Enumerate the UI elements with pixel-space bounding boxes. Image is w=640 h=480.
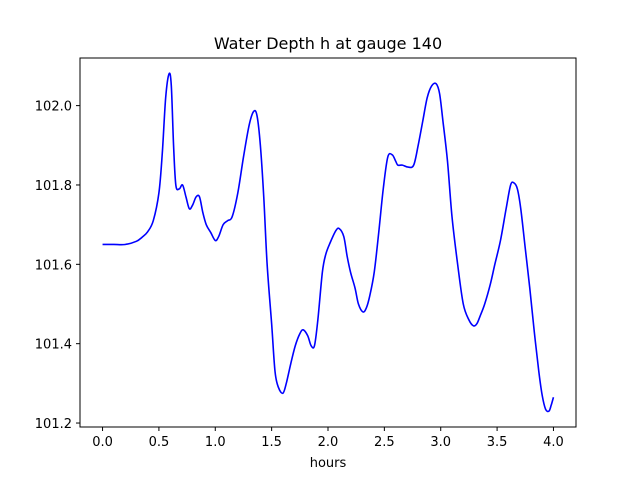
x-tick-label: 0.0 [92, 435, 113, 450]
y-tick-label: 101.4 [35, 338, 72, 353]
x-axis-label: hours [310, 456, 347, 471]
x-tick-label: 3.5 [487, 435, 508, 450]
y-tick-label: 101.6 [35, 258, 72, 273]
y-tick-label: 101.8 [35, 179, 72, 194]
x-tick-label: 2.0 [318, 435, 339, 450]
x-tick-label: 1.0 [205, 435, 226, 450]
x-tick-label: 1.5 [261, 435, 282, 450]
y-axis: 101.2 101.4 101.6 101.8 102.0 [35, 100, 80, 432]
y-tick-label: 102.0 [35, 100, 72, 115]
series-line [102, 72, 555, 413]
x-tick-label: 3.0 [430, 435, 451, 450]
series-layer [102, 72, 555, 413]
plot-area-frame [79, 57, 577, 428]
x-tick-label: 0.5 [149, 435, 170, 450]
x-tick-label: 2.5 [374, 435, 395, 450]
x-axis: 0.0 0.5 1.0 1.5 2.0 2.5 3.0 3.5 4.0 [92, 427, 564, 450]
chart-title: Water Depth h at gauge 140 [214, 34, 442, 53]
x-tick-label: 4.0 [543, 435, 564, 450]
y-tick-label: 101.2 [35, 417, 72, 432]
